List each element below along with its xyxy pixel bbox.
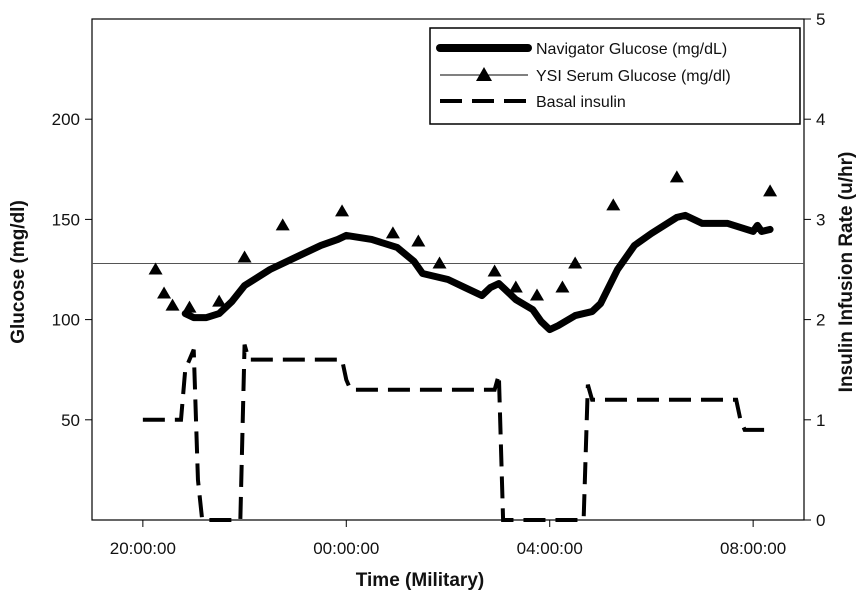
left-tick-label: 100 — [52, 311, 80, 330]
ysi-point — [157, 286, 172, 299]
ysi-point — [165, 298, 180, 311]
legend-label-navigator: Navigator Glucose (mg/dL) — [536, 41, 727, 58]
x-tick-label: 04:00:00 — [517, 539, 583, 558]
ysi-point — [148, 262, 163, 275]
left-tick-label: 200 — [52, 110, 80, 129]
series-layer — [142, 170, 778, 522]
right-tick-label: 3 — [816, 210, 825, 229]
left-axis-ticks: 50 100 150 200 — [52, 110, 92, 430]
x-tick-label: 00:00:00 — [313, 539, 379, 558]
legend-swatch-ysi-triangle — [476, 67, 492, 81]
ysi-point — [568, 256, 583, 269]
ysi-point — [432, 256, 447, 269]
ysi-point — [182, 300, 197, 313]
left-tick-label: 150 — [52, 210, 80, 229]
ysi-point — [606, 198, 621, 211]
right-tick-label: 5 — [816, 10, 825, 29]
ysi-point — [555, 280, 570, 293]
ysi-point — [385, 226, 400, 239]
legend-label-ysi: YSI Serum Glucose (mg/dl) — [536, 68, 731, 85]
ysi-point — [212, 294, 227, 307]
ysi-point — [275, 218, 290, 231]
ysi-point — [237, 250, 252, 263]
basal-insulin-line — [142, 344, 771, 522]
right-tick-label: 1 — [816, 411, 825, 430]
x-axis-title: Time (Military) — [356, 570, 484, 591]
ysi-point — [411, 234, 426, 247]
left-tick-label: 50 — [61, 411, 80, 430]
ysi-point — [508, 280, 523, 293]
ysi-point — [335, 204, 350, 217]
legend-label-basal: Basal insulin — [536, 94, 626, 111]
right-axis-title: Insulin Infusion Rate (u/hr) — [836, 152, 857, 393]
right-tick-label: 2 — [816, 311, 825, 330]
navigator-glucose-line — [181, 211, 774, 334]
right-tick-label: 4 — [816, 110, 825, 129]
right-axis-ticks: 0 1 2 3 4 5 — [804, 10, 825, 530]
x-tick-label: 08:00:00 — [720, 539, 786, 558]
ysi-point — [669, 170, 684, 183]
left-axis-title: Glucose (mg/dl) — [8, 200, 29, 344]
ysi-point — [530, 288, 544, 301]
ysi-point — [487, 264, 502, 277]
x-axis-ticks: 20:00:00 00:00:00 04:00:00 08:00:00 — [110, 520, 786, 558]
right-tick-label: 0 — [816, 511, 825, 530]
ysi-point — [763, 184, 778, 197]
legend: Navigator Glucose (mg/dL) YSI Serum Gluc… — [429, 27, 801, 125]
x-tick-label: 20:00:00 — [110, 539, 176, 558]
